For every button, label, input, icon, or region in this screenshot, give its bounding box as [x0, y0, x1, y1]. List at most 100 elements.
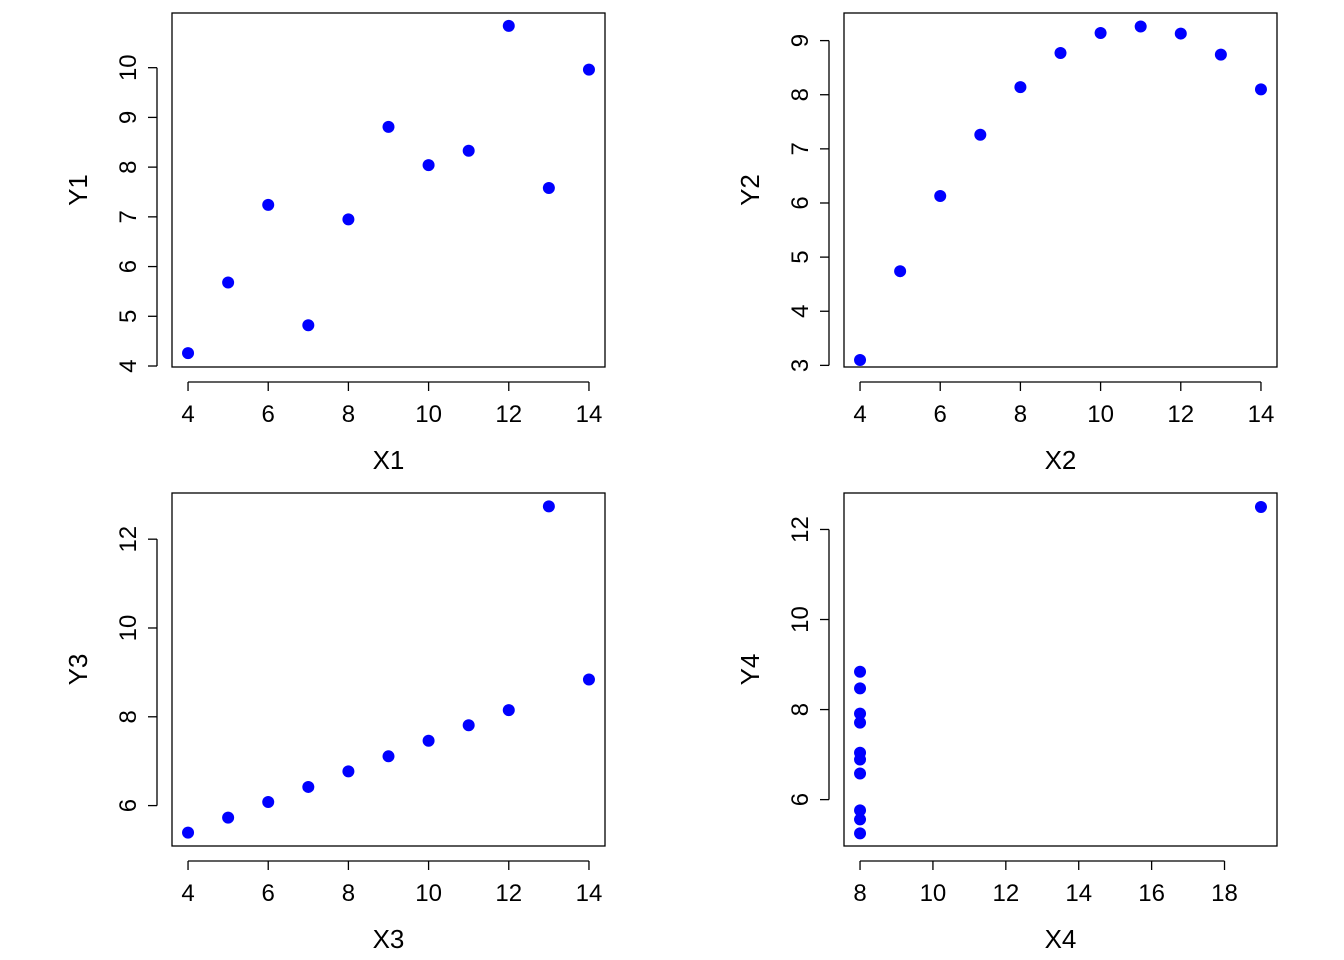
x-tick-label: 8	[342, 880, 355, 907]
data-point	[262, 796, 275, 809]
data-point	[854, 682, 867, 695]
data-point	[462, 144, 475, 157]
x-tick-label: 10	[415, 880, 442, 907]
x-tick-label: 6	[262, 401, 275, 428]
y-tick-label: 7	[115, 210, 142, 223]
data-point	[262, 198, 275, 211]
data-point	[854, 716, 867, 729]
data-point	[894, 265, 907, 278]
data-point	[302, 319, 315, 332]
y-tick-label: 9	[115, 111, 142, 124]
y-tick-label: 7	[787, 142, 814, 155]
data-point	[382, 750, 395, 763]
y-tick-label: 6	[787, 793, 814, 806]
x-axis-label: X1	[373, 445, 405, 475]
x-tick-label: 12	[1167, 401, 1194, 428]
y-tick-label: 5	[115, 310, 142, 323]
x-tick-label: 10	[415, 401, 442, 428]
data-point	[542, 182, 555, 195]
y-axis-label: Y1	[63, 174, 93, 206]
data-point	[854, 707, 867, 720]
data-point	[1254, 83, 1267, 96]
scatter-panel-4: 8 10 12 14 16 18 6 8 10 12 X4 Y4	[735, 492, 1278, 954]
data-point	[382, 120, 395, 133]
y-tick-label: 8	[787, 88, 814, 101]
data-point	[582, 63, 595, 76]
data-point	[854, 665, 867, 678]
data-point	[342, 765, 355, 778]
y-tick-label: 12	[787, 516, 814, 543]
x-tick-label: 16	[1138, 880, 1165, 907]
y-tick-label: 6	[115, 260, 142, 273]
scatter-panel-2: 4 6 8 10 12 14 3 4 5 6 7 8 9 X2 Y2	[735, 12, 1278, 475]
x-axis-label: X2	[1045, 445, 1077, 475]
y-tick-label: 9	[787, 34, 814, 47]
data-point	[854, 804, 867, 817]
x-tick-label: 14	[1248, 401, 1275, 428]
x-tick-label: 8	[853, 880, 866, 907]
x-tick-label: 4	[853, 401, 866, 428]
y-tick-label: 10	[115, 54, 142, 81]
y-tick-label: 3	[787, 359, 814, 372]
data-point	[222, 276, 235, 289]
x-tick-label: 14	[1065, 880, 1092, 907]
data-point	[974, 128, 987, 141]
plot-frame	[171, 12, 606, 368]
data-point	[854, 753, 867, 766]
x-tick-label: 12	[495, 401, 522, 428]
y-tick-label: 4	[787, 305, 814, 318]
x-axis-label: X4	[1045, 924, 1077, 954]
data-point	[342, 213, 355, 226]
data-point	[1174, 27, 1187, 40]
data-point	[502, 19, 515, 32]
x-axis-label: X3	[373, 924, 405, 954]
data-point	[502, 704, 515, 717]
data-point	[422, 734, 435, 747]
x-tick-label: 8	[1014, 401, 1027, 428]
data-point	[182, 826, 195, 839]
y-axis-label: Y4	[735, 654, 765, 686]
plot-frame	[843, 12, 1278, 368]
y-axis-label: Y2	[735, 174, 765, 206]
scatter-panel-1: 4 6 8 10 12 14 4 5 6 7 8 9 10 X1 Y1	[63, 12, 606, 475]
x-tick-label: 4	[181, 401, 194, 428]
x-tick-label: 12	[992, 880, 1019, 907]
data-point	[934, 189, 947, 202]
data-point	[422, 159, 435, 172]
data-point	[1014, 81, 1027, 94]
data-point	[582, 673, 595, 686]
y-axis-label: Y3	[63, 654, 93, 686]
data-point	[854, 827, 867, 840]
data-point	[542, 500, 555, 513]
y-tick-label: 8	[115, 160, 142, 173]
data-point	[1054, 47, 1067, 60]
data-point	[1254, 500, 1267, 513]
x-tick-label: 10	[920, 880, 947, 907]
x-tick-label: 14	[576, 880, 603, 907]
y-tick-label: 4	[115, 359, 142, 372]
data-point	[854, 767, 867, 780]
y-tick-label: 6	[115, 799, 142, 812]
y-tick-label: 8	[787, 703, 814, 716]
data-point	[182, 347, 195, 360]
y-tick-label: 12	[115, 526, 142, 553]
x-tick-label: 12	[495, 880, 522, 907]
y-tick-label: 8	[115, 710, 142, 723]
x-tick-label: 6	[934, 401, 947, 428]
x-tick-label: 10	[1087, 401, 1114, 428]
data-point	[302, 780, 315, 793]
data-point	[1214, 48, 1227, 61]
y-tick-label: 10	[787, 606, 814, 633]
data-point	[222, 811, 235, 824]
y-tick-label: 10	[115, 615, 142, 642]
plot-frame	[171, 492, 606, 847]
data-point	[1134, 20, 1147, 33]
data-point	[854, 353, 867, 366]
plot-frame	[843, 492, 1278, 847]
data-point	[854, 813, 867, 826]
x-tick-label: 8	[342, 401, 355, 428]
x-tick-label: 4	[181, 880, 194, 907]
y-tick-label: 6	[787, 196, 814, 209]
data-point	[1094, 27, 1107, 40]
